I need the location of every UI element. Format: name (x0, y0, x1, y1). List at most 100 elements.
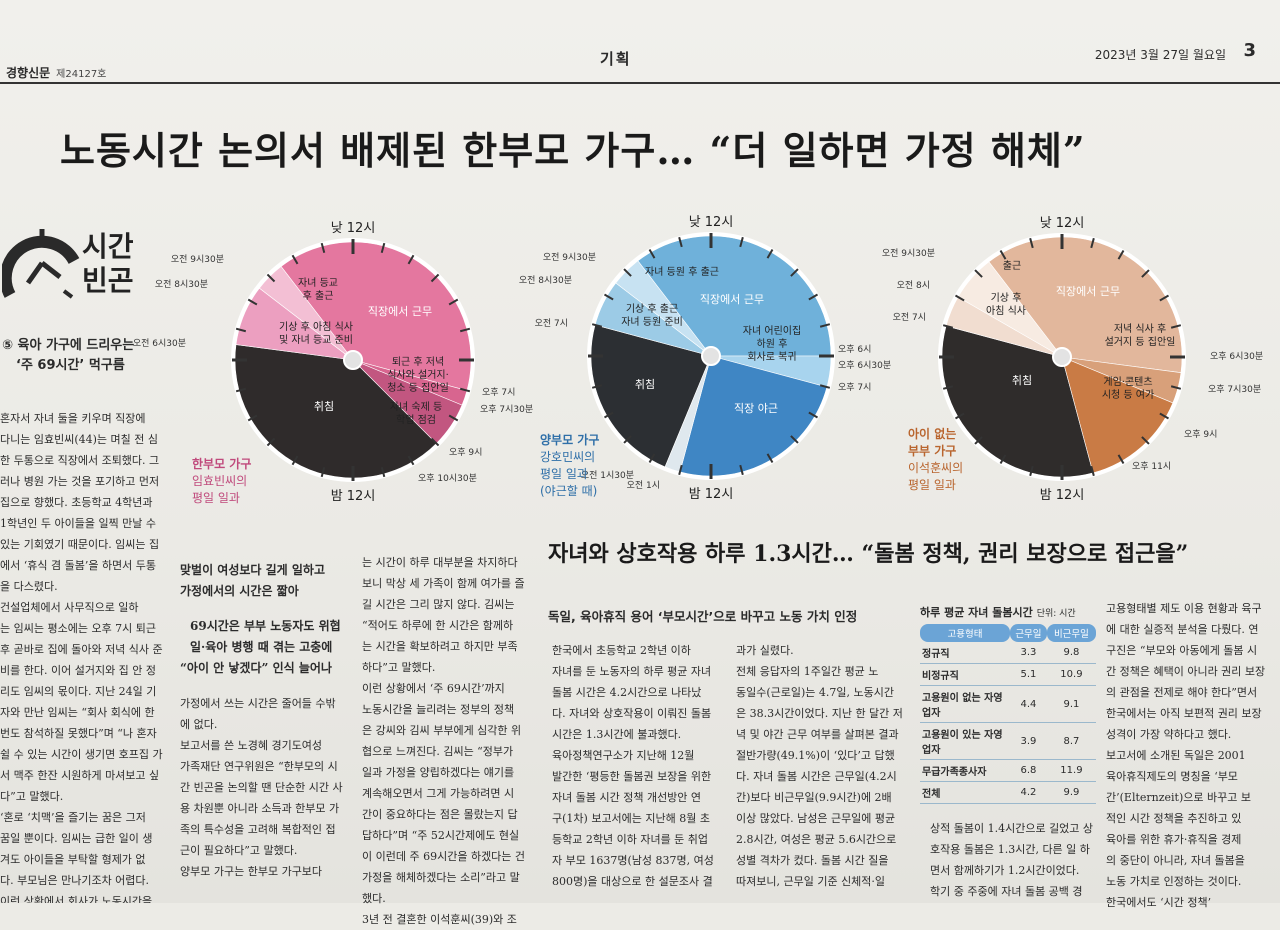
segment-label: 직장 야근 (734, 402, 778, 415)
hour-tick (235, 327, 247, 333)
hour-tick (1141, 436, 1150, 445)
text-line: 는 임씨는 평소에는 오후 7시 퇴근 (0, 622, 157, 635)
segment-label: 게임·콘텐츠 시청 등 여가 (1102, 375, 1154, 401)
table-header-cell: 비근무일 (1046, 624, 1096, 642)
text-line: 근이 필요하다”고 말했다. (180, 844, 298, 857)
hour-tick (766, 453, 774, 464)
text-line: 과가 실렸다. (736, 644, 794, 657)
text-line: 답하다”며 “주 52시간제에도 현실 (362, 829, 520, 842)
hour-tick (1170, 324, 1182, 329)
clock-logo-icon (2, 229, 80, 299)
segment-label: 출근 (1003, 260, 1021, 272)
hour-tick (954, 294, 965, 302)
text-line: 가정을 해체하겠다는 소리”라고 말 (362, 871, 520, 884)
text-line: 발간한 ‘평등한 돌봄권 보장을 위한 (552, 770, 712, 783)
text-line: 가족재단 연구위원은 “한부모의 시 (180, 760, 338, 773)
text-line: 다. 부모님은 만나기조차 어렵다. (0, 874, 150, 887)
hour-tick (766, 248, 774, 259)
text-line: 서 맥주 한잔 시원하게 마셔보고 싶 (0, 769, 160, 782)
time-tick-label: 오후 6시 (838, 344, 871, 355)
text-line: 비를 한다. 이어 설거지와 집 안 정 (0, 664, 157, 677)
text-line: 혼자서 자녀 둘을 키우며 직장에 (0, 412, 146, 425)
time-tick-label: 오전 7시 (893, 312, 926, 323)
text-line: 학기 중 주중에 자녀 돌봄 공백 경 (930, 885, 1083, 898)
hour-tick (790, 268, 799, 277)
time-tick-label: 오후 11시 (1132, 461, 1171, 472)
segment-label: 자녀 어린이집 하원 후 회사로 복귀 (743, 325, 801, 363)
text-line: 800명)을 대상으로 한 설문조사 결 (552, 875, 713, 888)
table-cell: 10.9 (1046, 663, 1096, 686)
hour-tick (380, 466, 386, 478)
time-tick-label: 오후 7시30분 (480, 404, 533, 415)
table-cell: 3.3 (1010, 642, 1047, 664)
text-line: 리도 임씨의 몫이다. 지난 24일 기 (0, 685, 157, 698)
hour-tick (291, 455, 299, 466)
section2-column-1: 한국에서 초등학교 2학년 이하 자녀를 둔 노동자의 하루 평균 자녀 돌봄 시간… (552, 640, 732, 892)
text-line: 있는 기회였기 때문이다. 임씨는 집 (0, 538, 160, 551)
text-line: 겨도 아이들을 부탁할 형제가 없 (0, 853, 146, 866)
table-cell: 고용원이 없는 자영업자 (920, 685, 1010, 723)
masthead-paper: 경향신문 제24127호 (6, 66, 107, 80)
hour-tick (320, 242, 326, 254)
time-tick-label: 오전 9시30분 (882, 248, 935, 259)
segment-label: 자녀 숙제 등 학업 점검 (390, 401, 442, 426)
headline: 노동시간 논의서 배제된 한부모 가구… “더 일하면 가정 해체” (60, 128, 1086, 173)
text-line: 다”고 말했다. (0, 790, 64, 803)
mid-column-1: 맞벌이 여성보다 길게 일하고 가정에서의 시간은 짧아 69시간은 부부 노동… (180, 560, 350, 882)
time-tick-label: 오전 8시30분 (155, 279, 208, 290)
text-line: 는 시간이 하루 대부분을 차지하다 (362, 556, 518, 569)
text-line: 간 정책은 혜택이 아니라 권리 보장 (1106, 665, 1266, 678)
text-line: 한국에서 초등학교 2학년 이하 (552, 644, 691, 657)
text-line: 성별 격차가 컸다. 돌봄 시간 질을 (736, 854, 889, 867)
hour-tick (678, 236, 683, 248)
section2-title: 자녀와 상호작용 하루 1.3시간… “돌봄 정책, 권리 보장으로 접근을” (548, 541, 1189, 567)
hour-tick (1090, 465, 1095, 477)
noon-label: 낮 12시 (331, 221, 376, 236)
text-line: 구(1차) 보고서에는 지난해 8월 초 (552, 812, 711, 825)
hour-tick (603, 411, 614, 419)
text-line: 길 시간은 그리 많지 않다. 김씨는 (362, 598, 515, 611)
hour-tick (999, 249, 1007, 260)
time-tick-label: 오전 6시30분 (133, 338, 186, 349)
text-line: 간’(Elternzeit)으로 바꾸고 보 (1106, 791, 1251, 804)
text-line: 에서 ‘휴식 겸 돌봄’을 하면서 두통 (0, 559, 157, 572)
text-line: 등학교 2학년 이하 자녀를 둔 취업 (552, 833, 709, 846)
chart-slice (637, 235, 832, 357)
text-line: 다. 자녀와 상호작용이 이뤄진 돌봄 (552, 707, 712, 720)
text-line: 녁 및 야간 근무 여부를 살펴본 결과 (736, 728, 899, 741)
hour-tick (623, 435, 632, 444)
time-tick-label: 오전 1시30분 (581, 470, 634, 481)
hour-tick (739, 464, 744, 476)
text-line: 간)보다 비근무일(9.9시간)에 2배 (736, 791, 892, 804)
hour-tick (648, 248, 656, 259)
text-line: 3년 전 결혼한 이석훈씨(39)와 조 (362, 913, 517, 926)
page-number: 3 (1243, 40, 1256, 61)
table-cell: 정규직 (920, 642, 1010, 664)
hour-tick (266, 273, 276, 283)
table-cell: 3.9 (1010, 722, 1047, 760)
segment-label: 직장에서 근무 (1056, 285, 1120, 298)
text-line: 한국에서는 아직 보편적 권리 보장 (1106, 707, 1262, 720)
time-tick-label: 오후 10시30분 (418, 473, 477, 484)
table-cell: 9.1 (1046, 685, 1096, 723)
text-line: 절반가량(49.1%)이 ‘있다’고 답했 (736, 749, 895, 762)
text-line: 고용형태별 제도 이용 현황과 육구 (1106, 602, 1262, 615)
hour-tick (430, 273, 440, 283)
text-line: 다니는 임효빈씨(44)는 며칠 전 심 (0, 433, 159, 446)
segment-label: 직장에서 근무 (368, 305, 432, 318)
text-line: 는 시간을 확보하려고 하지만 부족 (362, 640, 518, 653)
time-tick-label: 오전 1시 (627, 480, 660, 491)
hour-tick (407, 254, 415, 265)
hour-tick (459, 387, 471, 393)
text-line: 집으로 향했다. 초등학교 4학년과 (0, 496, 153, 509)
table-row: 전체 4.2 9.9 (920, 781, 1096, 804)
hour-tick (1029, 237, 1034, 249)
hour-tick (459, 327, 471, 333)
text-line: 가정에서 쓰는 시간은 줄어들 수밖 (180, 697, 336, 710)
text-line: 자 부모 1637명(남성 837명, 여성 (552, 854, 714, 867)
